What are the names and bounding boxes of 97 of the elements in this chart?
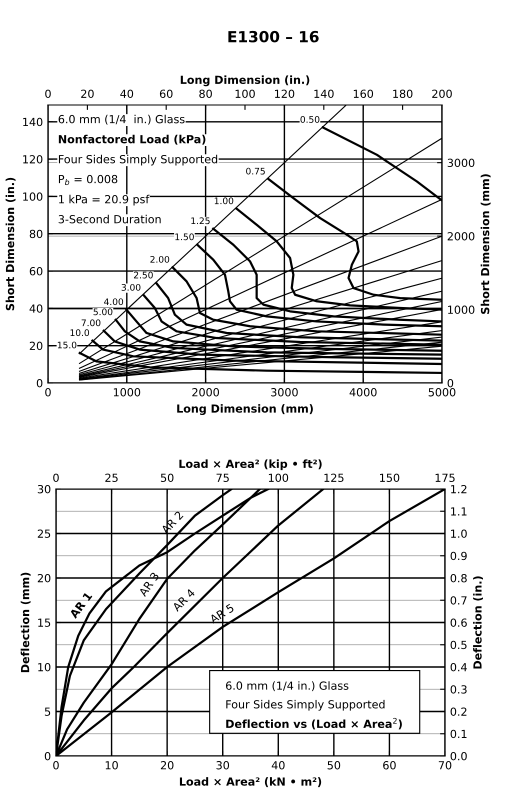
x2-tick-label: 0 [53,474,59,482]
annotation: P$_{b}$ = 0.008 [58,174,118,186]
x-axis-title: Load × Area² (kN • m²) [180,777,322,788]
y-tick-label: 120 [23,155,42,164]
y-tick-label: 5 [44,708,50,716]
x2-tick-label: 200 [432,90,452,98]
y2-tick-label: 0.8 [450,574,467,582]
annotation: 6.0 mm (1/4 in.) Glass [58,114,185,125]
x2-tick-label: 150 [380,474,400,482]
series-label: 5.00 [94,308,112,316]
y2-tick-label: 0.4 [450,662,467,672]
x-tick-label: 10 [106,761,118,770]
y-tick-label: 0 [44,752,50,760]
x-tick-label: 2000 [192,388,219,396]
series-label: 0.75 [246,168,265,175]
series-label: 0.50 [300,116,320,123]
series-label: 7.00 [82,319,100,326]
x2-tick-label: 125 [324,474,344,482]
y2-tick-label: 0 [448,378,454,388]
annotation: 6.0 mm (1/4 in.) Glass [226,681,348,692]
series-label: 4.00 [104,298,124,306]
series-label: 1.25 [191,217,210,224]
x2-tick-label: 100 [236,90,255,98]
x2-tick-label: 80 [199,90,212,98]
y-tick-label: 15 [38,618,50,627]
y-tick-label: 60 [30,267,42,276]
x2-tick-label: 75 [216,474,229,482]
x-tick-label: 4000 [350,388,377,396]
y-axis-title: Short Dimension (in.) [6,178,16,310]
series-label: 10.0 [70,329,90,336]
y-tick-label: 140 [23,118,42,126]
y2-tick-label: 2000 [448,232,474,240]
x2-tick-label: 60 [160,90,173,98]
x2-tick-label: 100 [268,474,288,482]
y2-tick-label: 0.1 [450,730,467,738]
x-axis-title: Long Dimension (mm) [177,404,313,416]
annotation: Nonfactored Load (kPa) [58,134,206,145]
y2-tick-label: 0.9 [450,552,467,560]
y2-tick-label: 3000 [448,158,474,168]
series-label: 2.50 [134,272,153,278]
y-axis-title: Deflection (mm) [20,572,31,672]
x2-axis-title: Long Dimension (in.) [180,75,310,86]
x2-tick-label: 140 [314,90,334,98]
annotation: 1 kPa = 20.9 psf [59,194,150,206]
y-tick-label: 0 [36,378,42,388]
x-tick-label: 0 [53,761,59,770]
annotation: Deflection vs (Load × Area$^{2}$) [226,718,402,730]
chart-title: E1300 – 16 [228,30,319,42]
series-label: 3.00 [122,284,140,291]
y-tick-label: 20 [30,342,42,350]
text: AR 5 [208,604,234,624]
y2-axis-title: Deflection (in.) [473,576,483,669]
y2-tick-label: 0.7 [450,596,467,605]
y-tick-label: 80 [30,230,42,238]
series-label: 1.00 [214,197,234,204]
y2-tick-label: 0.2 [450,707,466,716]
x2-tick-label: 25 [105,474,118,482]
x-tick-label: 1000 [114,388,140,396]
y2-tick-label: 0.6 [450,618,467,627]
x-tick-label: 60 [383,761,396,770]
x2-tick-label: 175 [436,474,455,482]
y2-axis-title: Short Dimension (mm) [480,174,491,314]
y2-tick-label: 1.2 [451,484,466,494]
text: AR 4 [172,588,196,612]
x2-axis-title: Load × Area² (kip • ft²) [179,459,322,470]
y-tick-label: 10 [38,662,50,672]
annotation: Four Sides Simply Supported [58,154,218,166]
x2-tick-label: 180 [393,90,412,98]
x2-tick-label: 50 [160,474,174,482]
text: AR 1 [69,592,92,619]
x-tick-label: 50 [328,761,340,770]
annotation: 3-Second Duration [58,214,161,224]
y2-tick-label: 0.3 [450,685,467,694]
y2-tick-label: 0.5 [450,640,467,650]
series-label: 1.50 [175,233,194,240]
x2-tick-label: 160 [354,90,374,98]
series-label: 2.00 [150,256,170,263]
y-tick-label: 100 [23,192,42,201]
x-tick-label: 5000 [428,388,456,396]
annotation: Four Sides Simply Supported [226,700,385,711]
series-label: 15.0 [58,342,76,348]
x2-tick-label: 20 [81,90,94,98]
x-tick-label: 3000 [271,388,298,396]
y2-tick-label: 1000 [448,306,474,314]
x-tick-label: 20 [160,761,174,770]
y2-tick-label: 0.0 [450,752,467,760]
y-tick-label: 40 [30,304,42,313]
x-tick-label: 30 [216,761,230,770]
y-tick-label: 25 [38,529,50,538]
y-tick-label: 30 [38,484,50,494]
x2-tick-label: 40 [120,90,134,98]
y-tick-label: 20 [38,574,50,582]
x-tick-label: 70 [438,761,452,770]
x-tick-label: 40 [272,761,285,770]
y2-tick-label: 1.1 [451,507,467,516]
y2-tick-label: 1.0 [451,529,467,538]
x2-tick-label: 120 [275,90,294,98]
